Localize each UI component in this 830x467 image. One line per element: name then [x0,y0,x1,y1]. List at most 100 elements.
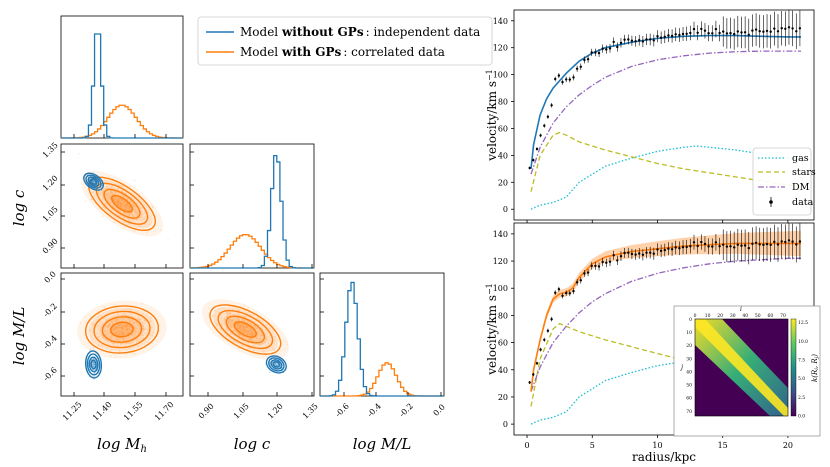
sample-point [237,322,239,325]
contour-orange [84,305,160,354]
sample-point [245,329,247,332]
data-point [754,241,758,244]
sample-point [228,318,231,321]
sample-point [120,202,123,204]
data-point [758,30,761,33]
sample-point [147,341,149,344]
sample-point [125,324,127,327]
sample-point [243,325,245,328]
sample-point [245,331,247,333]
sample-point [127,327,130,330]
sample-point [122,342,124,345]
sample-point [132,322,135,324]
sample-point [274,363,277,365]
sample-point [113,304,116,306]
sample-point [250,339,252,341]
sample-point [122,339,125,342]
sample-point [142,313,144,316]
data-point [765,29,769,33]
sample-point [126,328,128,331]
xtick-label: 1.20 [266,402,285,421]
sample-point [230,326,233,329]
sample-point [119,193,122,196]
sample-point [250,337,253,340]
sample-point [133,204,135,207]
sample-point [252,323,254,326]
sample-point [131,337,134,339]
sample-point [115,333,118,336]
sample-point [109,196,112,198]
sample-point [229,311,231,314]
data-point [692,27,696,31]
xtick-label: -0.6 [334,402,351,419]
sample-point [109,324,111,326]
data-point [634,253,637,256]
sample-point [114,328,116,331]
histogram-orange [60,104,184,139]
data-point [594,51,597,54]
sample-point [240,329,242,332]
sample-point [128,308,131,310]
sample-point [116,318,119,320]
sample-point [114,200,116,203]
xtick-label: 11.40 [91,400,114,423]
sample-point [261,327,264,330]
density-fill [110,194,134,213]
data-point [572,76,575,79]
contour-orange [217,309,274,350]
sample-point [228,320,231,323]
sample-point [240,328,243,331]
sample-point [93,361,96,363]
contour-orange [110,321,134,338]
sample-point [139,225,141,227]
sample-point [120,333,122,335]
data-point [707,245,710,248]
sample-point [97,192,100,195]
sample-point [227,313,229,315]
sample-point [259,319,262,322]
sample-point [125,203,128,206]
sample-point [237,323,239,325]
sample-point [127,217,129,220]
sample-point [117,201,119,203]
sample-point [119,198,121,200]
sample-point [123,338,125,340]
sample-point [135,326,137,329]
sample-point [100,186,103,188]
data-point [539,348,542,351]
sample-point [103,306,106,309]
model-uncertainty-band [531,230,801,395]
sample-point [102,191,104,194]
sample-point [132,322,135,325]
sample-point [248,333,250,336]
sample-point [121,327,124,330]
sample-point [122,332,125,335]
histogram-blue [320,281,444,397]
sample-point [98,324,101,326]
sample-point [135,208,137,211]
sample-point [266,332,269,335]
sample-point [138,205,140,208]
sample-point [265,337,267,340]
sample-point [271,348,274,351]
sample-point [116,338,118,341]
sample-point [94,372,96,374]
sample-point [240,324,243,327]
sample-point [122,216,124,218]
inset-ytick-label: 60 [686,396,692,402]
sample-point [234,340,237,343]
sample-point [250,328,252,331]
sample-point [239,325,241,327]
contour-orange [101,316,143,343]
sample-point [117,208,119,211]
sample-point [134,229,136,232]
sample-point [108,197,110,199]
sample-point [257,339,260,341]
sample-point [213,320,216,322]
sample-point [119,202,122,205]
sample-point [92,366,94,368]
sample-point [123,312,126,314]
sample-point [212,315,214,317]
density-fill [81,171,163,237]
sample-point [88,178,91,181]
